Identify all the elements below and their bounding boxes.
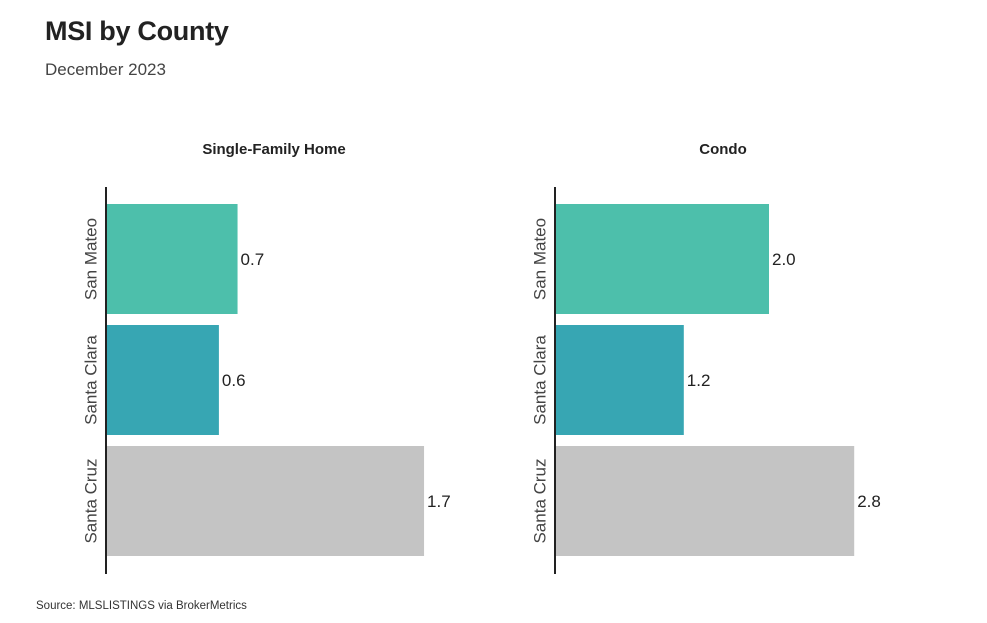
chart-title: MSI by County [45, 16, 229, 46]
category-label-single-family-santa-cruz: Santa Cruz [81, 458, 100, 543]
category-label-condo-santa-cruz: Santa Cruz [530, 458, 549, 543]
category-label-condo-santa-clara: Santa Clara [530, 335, 549, 425]
bar-single-family-santa-clara [107, 325, 219, 435]
bar-condo-santa-cruz [556, 446, 855, 556]
panel-single-family: 0.7 San Mateo 0.6 Santa Clara 1.7 Santa Cruz [81, 187, 451, 574]
source-note: Source: MLSLISTINGS via BrokerMetrics [36, 600, 247, 612]
category-label-condo-san-mateo: San Mateo [530, 218, 549, 300]
bar-condo-san-mateo [556, 204, 769, 314]
value-label-single-family-santa-clara: 0.6 [222, 371, 246, 390]
category-label-single-family-san-mateo: San Mateo [81, 218, 100, 300]
value-label-single-family-san-mateo: 0.7 [241, 250, 265, 269]
value-label-single-family-santa-cruz: 1.7 [427, 492, 451, 511]
category-label-single-family-santa-clara: Santa Clara [81, 335, 100, 425]
panel-condo: 2.0 San Mateo 1.2 Santa Clara 2.8 Santa Cruz [530, 187, 881, 574]
panel-title-single-family: Single-Family Home [202, 141, 346, 158]
bar-single-family-santa-cruz [107, 446, 425, 556]
chart-subtitle: December 2023 [45, 60, 166, 79]
bar-condo-santa-clara [556, 325, 684, 435]
panel-title-condo: Condo [699, 141, 747, 158]
bar-single-family-san-mateo [107, 204, 238, 314]
value-label-condo-santa-clara: 1.2 [687, 371, 711, 390]
value-label-condo-santa-cruz: 2.8 [857, 492, 881, 511]
value-label-condo-san-mateo: 2.0 [772, 250, 796, 269]
